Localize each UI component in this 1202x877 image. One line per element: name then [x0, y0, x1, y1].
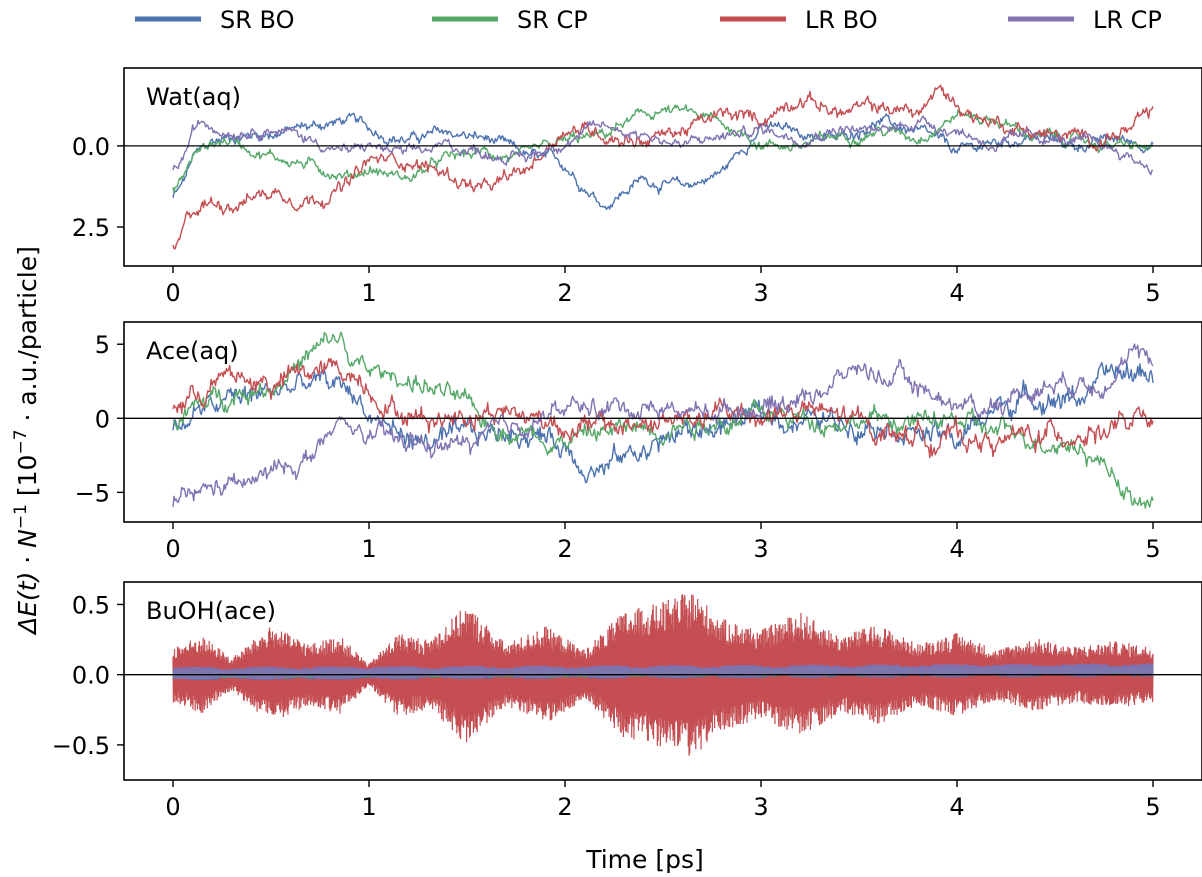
x-tick-label: 5: [1145, 279, 1160, 307]
x-tick-label: 1: [361, 535, 376, 563]
series-line-sr-bo: [172, 361, 1154, 484]
x-tick-label: 4: [949, 535, 964, 563]
series-line-lr-bo: [172, 594, 1154, 756]
y-tick-label: 0.0: [72, 662, 110, 690]
series-line-lr-cp: [172, 115, 1154, 176]
legend-entry: LR BO: [720, 6, 878, 34]
y-axis-label-delta-e: ΔE(t): [13, 572, 42, 636]
axes-frame: [123, 581, 1202, 781]
y-tick-label: −0.5: [52, 732, 110, 760]
x-tick-label: 0: [165, 535, 180, 563]
y-axis-label-dot: ·: [13, 548, 42, 572]
x-axis-label: Time [ps]: [585, 845, 704, 874]
legend-entry: SR CP: [432, 6, 588, 34]
legend-label: SR BO: [220, 6, 294, 34]
panel-label-ace-aq: Ace(aq): [146, 337, 239, 365]
x-tick-label: 1: [361, 793, 376, 821]
y-tick-label: 5: [95, 331, 110, 359]
x-tick-label: 5: [1145, 793, 1160, 821]
x-tick-label: 2: [557, 793, 572, 821]
panel: 0 1 2 3 4 5 0.5 0.0 −0.5 BuOH(ace): [52, 581, 1202, 821]
y-tick-label: 0: [95, 405, 110, 433]
legend-label: LR BO: [805, 6, 878, 34]
legend-label: SR CP: [517, 6, 588, 34]
panel-label-buoh-ace: BuOH(ace): [146, 597, 276, 625]
x-tick-label: 3: [753, 793, 768, 821]
x-tick-label: 2: [557, 279, 572, 307]
x-tick-label: 3: [753, 279, 768, 307]
series-line-lr-bo: [172, 84, 1154, 250]
y-tick-label: 0.5: [72, 591, 110, 619]
panels: 0 1 2 3 4 5 0.0 2.5 Wat(aq) 0 1 2 3 4 5 5 0 −5 Ace(aq) 0 1 2 3…: [52, 67, 1202, 821]
x-tick-label: 4: [949, 279, 964, 307]
axes-frame: [123, 321, 1202, 523]
plot-area: [172, 331, 1154, 509]
legend-entry: LR CP: [1008, 6, 1162, 34]
y-axis-label-units: · a.u./particle]: [13, 246, 42, 429]
x-tick-label: 0: [165, 793, 180, 821]
x-tick-label: 4: [949, 793, 964, 821]
x-tick-label: 2: [557, 535, 572, 563]
panel: 0 1 2 3 4 5 5 0 −5 Ace(aq): [75, 321, 1202, 563]
x-tick-label: 5: [1145, 535, 1160, 563]
series-line-lr-cp: [172, 343, 1154, 507]
panel-label-wat-aq: Wat(aq): [146, 83, 241, 111]
series-line-sr-bo: [172, 112, 1154, 210]
series-line-sr-cp: [172, 331, 1154, 509]
y-tick-label: 0.0: [72, 133, 110, 161]
y-axis-label: ΔE(t) · N−1 [10−7 · a.u./particle]: [11, 246, 42, 636]
y-tick-label: −5: [75, 479, 110, 507]
y-tick-label: 2.5: [72, 214, 110, 242]
legend-entry: SR BO: [135, 6, 294, 34]
y-axis-label-ten-exp: −7: [11, 429, 31, 454]
axes-frame: [123, 67, 1202, 267]
series-line-sr-cp: [172, 104, 1154, 194]
legend-label: LR CP: [1093, 6, 1162, 34]
x-tick-label: 3: [753, 535, 768, 563]
y-axis-label-units-open: [10: [13, 455, 42, 505]
y-axis-label-n-exp: −1: [11, 504, 31, 529]
plot-area: [172, 84, 1154, 250]
legend: SR BO SR CP LR BO LR CP: [135, 6, 1162, 34]
x-tick-label: 1: [361, 279, 376, 307]
panel: 0 1 2 3 4 5 0.0 2.5 Wat(aq): [72, 67, 1202, 307]
x-tick-label: 0: [165, 279, 180, 307]
y-axis-label-n: N: [13, 529, 42, 548]
